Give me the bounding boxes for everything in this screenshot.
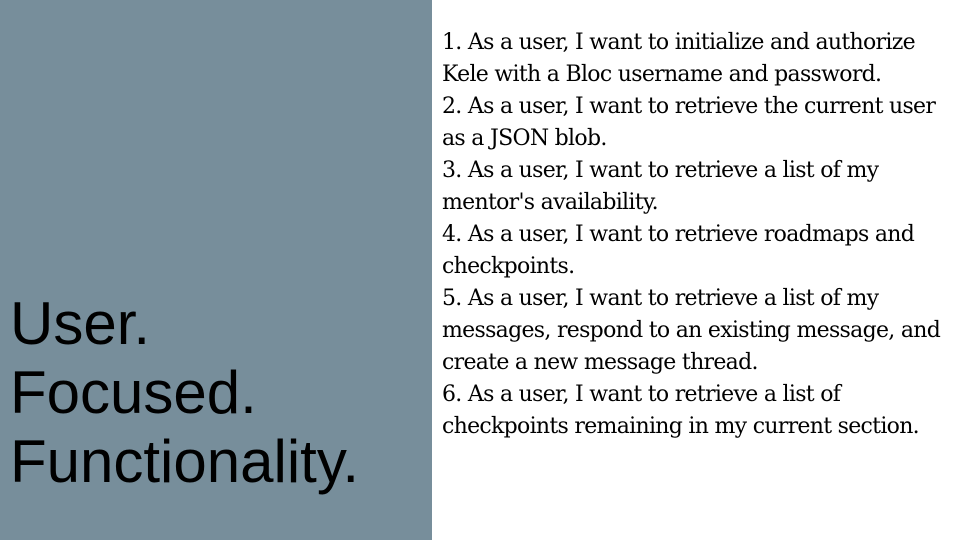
user-story-1: 1. As a user, I want to initialize and a…: [442, 30, 916, 87]
headline-line-user: User.: [10, 290, 151, 357]
user-stories-panel: 1. As a user, I want to initialize and a…: [442, 27, 952, 443]
user-story-2: 2. As a user, I want to retrieve the cur…: [442, 94, 936, 151]
headline-line-focused: Focused.: [10, 359, 257, 426]
user-story-6: 6. As a user, I want to retrieve a list …: [442, 382, 920, 439]
headline: User. Focused. Functionality.: [10, 289, 359, 496]
user-story-4: 4. As a user, I want to retrieve roadmap…: [442, 222, 915, 279]
user-story-3: 3. As a user, I want to retrieve a list …: [442, 158, 879, 215]
left-panel: User. Focused. Functionality.: [0, 0, 432, 540]
headline-line-functionality: Functionality.: [10, 428, 360, 495]
user-story-5: 5. As a user, I want to retrieve a list …: [442, 286, 941, 375]
user-stories-list: 1. As a user, I want to initialize and a…: [442, 27, 952, 443]
